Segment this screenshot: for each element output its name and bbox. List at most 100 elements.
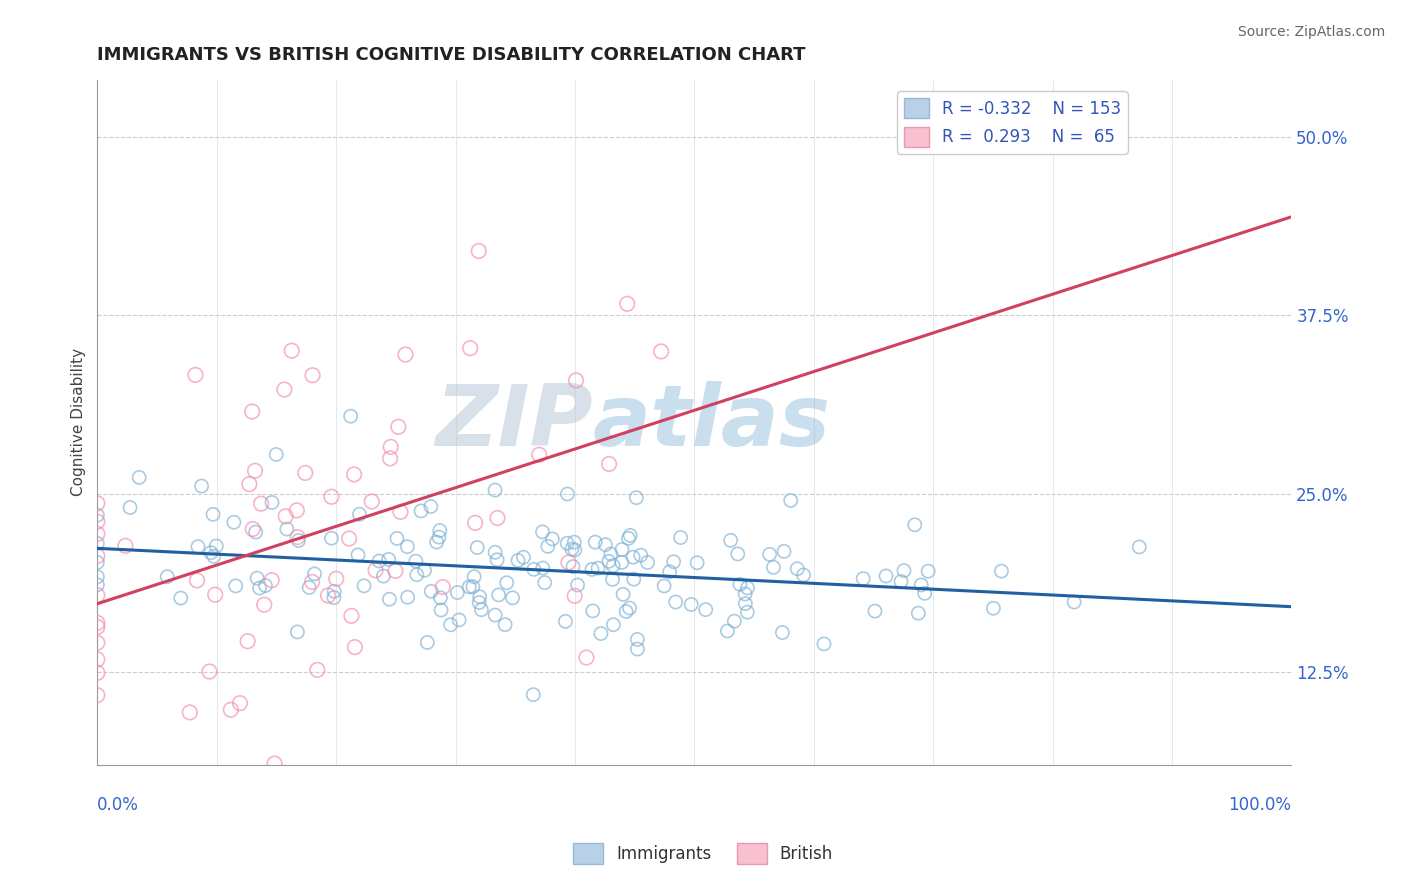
Point	[186, 574, 208, 588]
Point	[616, 297, 638, 311]
Point	[484, 608, 506, 623]
Point	[316, 589, 339, 603]
Point	[249, 581, 271, 595]
Point	[86, 665, 108, 680]
Point	[246, 571, 269, 585]
Point	[598, 457, 620, 471]
Point	[263, 756, 285, 771]
Point	[813, 637, 835, 651]
Point	[360, 494, 382, 508]
Point	[720, 533, 742, 548]
Point	[86, 636, 108, 650]
Point	[495, 575, 517, 590]
Point	[555, 536, 578, 550]
Text: IMMIGRANTS VS BRITISH COGNITIVE DISABILITY CORRELATION CHART: IMMIGRANTS VS BRITISH COGNITIVE DISABILI…	[97, 46, 806, 64]
Point	[198, 665, 221, 679]
Point	[179, 706, 201, 720]
Point	[575, 650, 598, 665]
Point	[384, 564, 406, 578]
Point	[254, 578, 277, 592]
Point	[562, 559, 585, 574]
Point	[187, 540, 209, 554]
Point	[287, 624, 309, 639]
Point	[583, 535, 606, 549]
Point	[770, 625, 793, 640]
Point	[470, 603, 492, 617]
Text: atlas: atlas	[593, 381, 831, 464]
Point	[464, 516, 486, 530]
Point	[114, 539, 136, 553]
Point	[323, 584, 346, 599]
Point	[875, 569, 897, 583]
Point	[280, 343, 302, 358]
Point	[522, 688, 544, 702]
Point	[458, 580, 481, 594]
Point	[623, 572, 645, 586]
Point	[662, 555, 685, 569]
Point	[728, 577, 751, 591]
Point	[243, 464, 266, 478]
Point	[626, 632, 648, 647]
Point	[307, 663, 329, 677]
Point	[378, 592, 401, 607]
Point	[396, 591, 419, 605]
Point	[488, 588, 510, 602]
Point	[353, 579, 375, 593]
Point	[321, 531, 343, 545]
Point	[612, 587, 634, 601]
Point	[527, 448, 550, 462]
Point	[86, 536, 108, 550]
Point	[184, 368, 207, 382]
Text: 0.0%: 0.0%	[97, 797, 139, 814]
Point	[219, 703, 242, 717]
Point	[494, 617, 516, 632]
Point	[321, 490, 343, 504]
Point	[413, 563, 436, 577]
Point	[665, 595, 688, 609]
Point	[1063, 595, 1085, 609]
Point	[120, 500, 142, 515]
Point	[506, 553, 529, 567]
Point	[669, 531, 692, 545]
Point	[610, 542, 633, 557]
Point	[294, 466, 316, 480]
Point	[619, 528, 641, 542]
Point	[387, 419, 409, 434]
Point	[599, 547, 621, 561]
Point	[650, 344, 672, 359]
Point	[86, 527, 108, 541]
Point	[385, 532, 408, 546]
Point	[427, 530, 450, 544]
Point	[368, 554, 391, 568]
Point	[86, 496, 108, 510]
Point	[253, 598, 276, 612]
Point	[276, 522, 298, 536]
Point	[533, 575, 555, 590]
Point	[537, 539, 560, 553]
Point	[621, 550, 644, 565]
Point	[343, 640, 366, 654]
Point	[602, 558, 624, 573]
Point	[779, 493, 801, 508]
Point	[486, 511, 509, 525]
Point	[260, 573, 283, 587]
Point	[595, 538, 617, 552]
Point	[716, 624, 738, 638]
Point	[240, 404, 263, 418]
Point	[626, 642, 648, 657]
Point	[245, 525, 267, 540]
Point	[337, 532, 360, 546]
Point	[626, 491, 648, 505]
Point	[419, 500, 441, 514]
Point	[904, 517, 927, 532]
Point	[734, 587, 756, 601]
Point	[202, 508, 225, 522]
Point	[409, 504, 432, 518]
Point	[343, 467, 366, 482]
Point	[602, 573, 624, 587]
Point	[204, 588, 226, 602]
Point	[502, 591, 524, 605]
Point	[347, 548, 370, 562]
Point	[468, 590, 491, 604]
Point	[737, 605, 759, 619]
